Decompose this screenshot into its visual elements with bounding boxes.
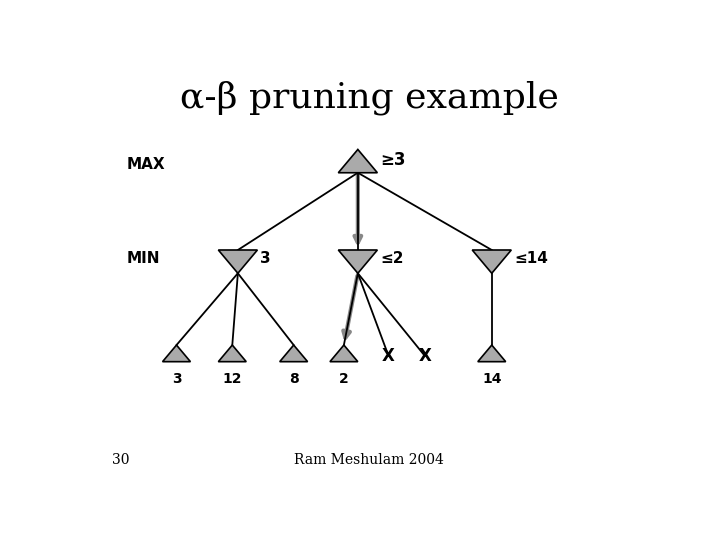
Text: 2: 2: [339, 372, 348, 386]
Polygon shape: [472, 250, 511, 273]
Text: ≤2: ≤2: [380, 251, 404, 266]
Polygon shape: [218, 250, 258, 273]
Text: ≤14: ≤14: [514, 251, 548, 266]
Text: α-β pruning example: α-β pruning example: [179, 81, 559, 116]
Text: 14: 14: [482, 372, 502, 386]
Polygon shape: [338, 150, 377, 173]
Polygon shape: [163, 345, 190, 362]
Text: 3: 3: [171, 372, 181, 386]
Polygon shape: [218, 345, 246, 362]
Polygon shape: [338, 250, 377, 273]
Text: ≥3: ≥3: [380, 151, 405, 169]
Text: 3: 3: [260, 251, 271, 266]
Polygon shape: [279, 345, 307, 362]
Text: MAX: MAX: [126, 157, 165, 172]
Text: X: X: [418, 347, 431, 365]
Text: 30: 30: [112, 453, 130, 467]
Text: MIN: MIN: [126, 251, 160, 266]
Text: Ram Meshulam 2004: Ram Meshulam 2004: [294, 453, 444, 467]
Polygon shape: [330, 345, 358, 362]
Text: X: X: [382, 347, 395, 365]
Text: 12: 12: [222, 372, 242, 386]
Text: 8: 8: [289, 372, 299, 386]
Polygon shape: [478, 345, 505, 362]
